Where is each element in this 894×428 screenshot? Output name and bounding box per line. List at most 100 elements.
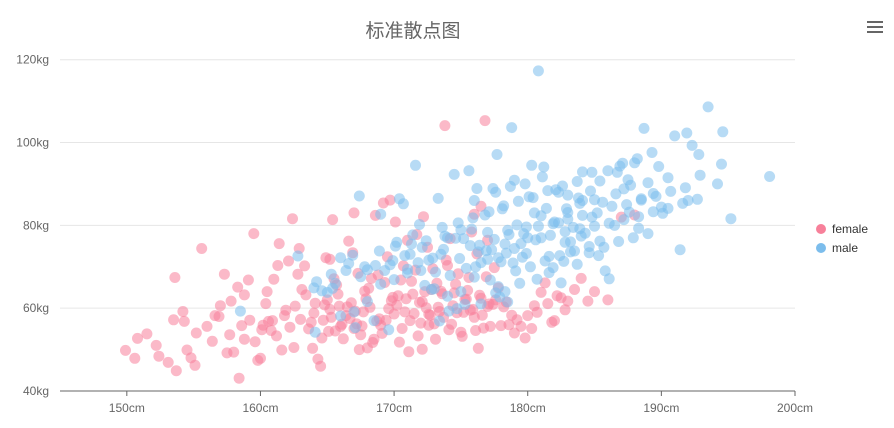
data-point — [238, 289, 250, 301]
data-point — [562, 189, 574, 201]
data-point — [141, 328, 153, 340]
data-point — [610, 188, 622, 200]
data-point — [430, 266, 441, 278]
data-point — [416, 296, 428, 308]
data-point — [414, 219, 425, 230]
data-point — [503, 319, 515, 331]
data-point — [518, 228, 530, 240]
data-point — [488, 233, 500, 245]
data-point — [459, 298, 471, 310]
data-point — [471, 183, 483, 194]
data-point — [348, 306, 360, 318]
data-point — [256, 324, 268, 336]
y-tick-label: 60kg — [23, 301, 49, 315]
data-point — [384, 259, 396, 271]
data-point — [483, 206, 495, 218]
data-point — [535, 210, 547, 222]
data-point — [633, 222, 645, 234]
data-point — [593, 250, 605, 262]
data-point — [504, 180, 516, 192]
data-point — [388, 274, 400, 286]
data-point — [406, 238, 417, 250]
data-point — [327, 214, 339, 226]
data-point — [569, 245, 580, 257]
data-point — [506, 122, 518, 134]
data-point — [359, 261, 371, 273]
menu-icon[interactable] — [866, 19, 884, 35]
data-point — [631, 153, 643, 165]
data-point — [526, 159, 538, 171]
data-point — [598, 241, 610, 253]
data-point — [474, 289, 486, 301]
data-point — [503, 229, 515, 240]
x-tick-label: 160cm — [242, 401, 278, 415]
data-point — [662, 172, 674, 184]
data-point — [432, 192, 444, 204]
data-point — [515, 320, 527, 332]
data-point — [532, 220, 544, 232]
data-point — [542, 298, 554, 310]
data-point — [288, 342, 300, 353]
y-tick-label: 80kg — [23, 218, 49, 232]
data-point — [233, 372, 245, 384]
data-point — [466, 223, 478, 235]
data-point — [408, 308, 420, 320]
data-point — [565, 236, 576, 248]
data-point — [467, 303, 479, 315]
data-point — [276, 344, 288, 356]
data-point — [686, 139, 698, 151]
data-point — [132, 332, 143, 344]
data-point — [591, 207, 603, 219]
data-point — [320, 252, 332, 264]
data-point — [484, 320, 496, 332]
data-point — [653, 161, 665, 172]
data-point — [432, 301, 444, 313]
data-point — [483, 298, 495, 310]
data-point — [150, 339, 162, 351]
data-point — [665, 185, 677, 197]
data-point — [589, 286, 600, 298]
data-point — [273, 238, 285, 250]
data-point — [410, 159, 421, 171]
y-tick-label: 120kg — [16, 53, 49, 67]
y-axis-labels: 40kg 60kg 80kg 100kg 120kg — [16, 53, 49, 398]
data-point — [153, 350, 165, 362]
data-point — [321, 286, 333, 298]
data-point — [475, 298, 487, 310]
data-point — [681, 127, 693, 139]
data-point — [492, 252, 504, 264]
data-point — [583, 241, 595, 252]
data-point — [399, 306, 411, 318]
data-point — [562, 295, 574, 307]
data-point — [367, 337, 379, 348]
data-point — [335, 310, 347, 322]
data-point — [535, 286, 547, 298]
data-point — [420, 235, 432, 247]
data-point — [467, 212, 479, 224]
data-point — [575, 230, 587, 242]
data-point — [249, 336, 261, 348]
data-point — [260, 298, 272, 310]
data-point — [693, 149, 705, 160]
data-point — [271, 330, 282, 342]
data-point — [458, 233, 470, 245]
data-point — [430, 333, 441, 345]
data-point — [189, 359, 201, 371]
data-point — [248, 228, 260, 240]
data-point — [618, 214, 630, 226]
data-point — [511, 219, 523, 231]
data-point — [400, 293, 412, 305]
data-point — [647, 206, 659, 218]
data-point — [442, 290, 453, 302]
data-point — [602, 165, 614, 177]
data-point — [439, 120, 451, 132]
data-point — [547, 218, 559, 230]
data-point — [375, 208, 387, 220]
data-point — [480, 245, 492, 257]
data-point — [120, 344, 131, 356]
data-point — [299, 260, 311, 272]
data-point — [333, 300, 345, 312]
data-point — [369, 260, 381, 271]
data-point — [349, 322, 361, 334]
data-points — [120, 65, 776, 384]
